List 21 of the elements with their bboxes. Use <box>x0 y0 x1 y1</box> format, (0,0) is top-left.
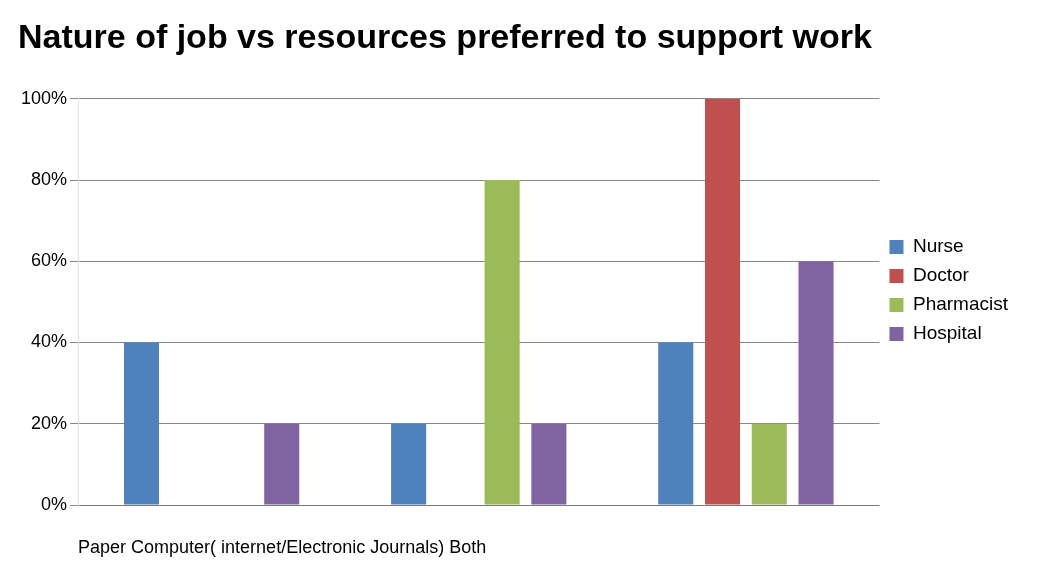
chart-title: Nature of job vs resources preferred to support work <box>18 16 873 55</box>
legend-label: Pharmacist <box>912 293 1009 315</box>
legend-label: Doctor <box>912 264 970 286</box>
bar <box>264 423 300 505</box>
bar <box>484 180 520 505</box>
bar <box>123 342 160 505</box>
y-tick-label: 0% <box>41 493 68 514</box>
y-tick-label: 80% <box>31 169 68 190</box>
y-tick-label: 100% <box>20 87 68 108</box>
bar <box>751 423 787 505</box>
y-tick-label: 60% <box>31 250 68 271</box>
bar <box>658 342 694 505</box>
y-tick-label: 20% <box>31 412 68 433</box>
legend-label: Nurse <box>912 235 964 257</box>
bar <box>704 98 741 505</box>
x-axis-title: Paper Computer( internet/Electronic Journals) Both <box>78 537 487 558</box>
bar <box>391 423 427 505</box>
y-tick-label: 40% <box>31 331 68 352</box>
bar <box>798 261 834 505</box>
bar <box>531 423 567 505</box>
legend-label: Hospital <box>912 322 982 344</box>
